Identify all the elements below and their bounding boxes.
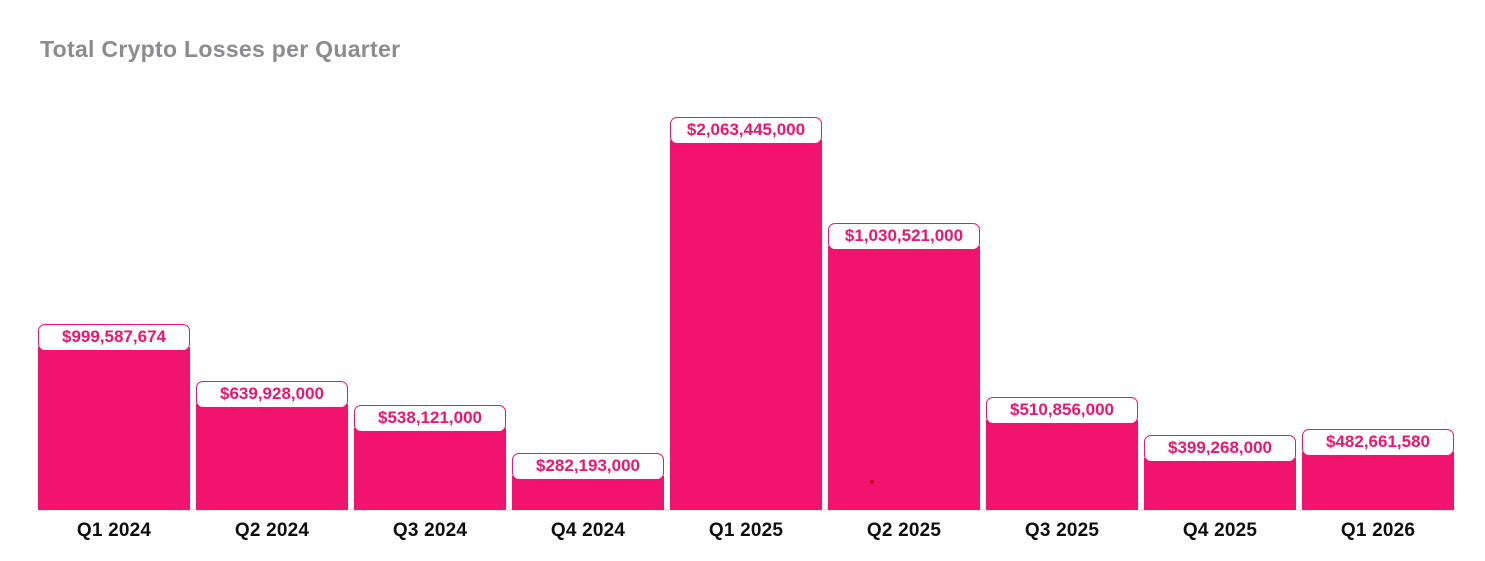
- bar-column: $510,856,000: [986, 90, 1138, 510]
- bar: [354, 428, 506, 510]
- x-axis-label: Q1 2024: [76, 520, 152, 541]
- x-axis-label: Q1 2025: [708, 520, 784, 541]
- bar-column: $2,063,445,000: [670, 90, 822, 510]
- bar-value-label: $538,121,000: [354, 405, 506, 432]
- bar: [828, 246, 980, 510]
- bar-value-label: $482,661,580: [1302, 429, 1454, 456]
- bar: [38, 347, 190, 510]
- x-axis-label: Q3 2025: [1024, 520, 1100, 541]
- bar-value-label: $2,063,445,000: [670, 117, 822, 144]
- bar: [1302, 452, 1454, 510]
- x-axis-label: Q3 2024: [392, 520, 468, 541]
- bar-column: $1,030,521,000: [828, 90, 980, 510]
- bar-column: $538,121,000: [354, 90, 506, 510]
- bar-value-label: $282,193,000: [512, 453, 664, 480]
- bar-value-label: $1,030,521,000: [828, 223, 980, 250]
- x-axis: Q1 2024 Q2 2024 Q3 2024 Q4 2024 Q1 2025 Q2 20…: [38, 520, 1454, 542]
- bar: [512, 476, 664, 510]
- bar-column: $399,268,000: [1144, 90, 1296, 510]
- x-axis-label: Q4 2024: [550, 520, 626, 541]
- bar-column: $482,661,580: [1302, 90, 1454, 510]
- bar-value-label: $510,856,000: [986, 397, 1138, 424]
- bar-value-label: $639,928,000: [196, 381, 348, 408]
- x-axis-label: Q1 2026: [1340, 520, 1416, 541]
- bar-value-label: $999,587,674: [38, 324, 190, 351]
- bar: [670, 140, 822, 510]
- bar-column: $282,193,000: [512, 90, 664, 510]
- x-axis-label: Q2 2024: [234, 520, 310, 541]
- x-axis-label: Q2 2025: [866, 520, 942, 541]
- bar: [1144, 458, 1296, 510]
- bar: [986, 420, 1138, 510]
- x-axis-label: Q4 2025: [1182, 520, 1258, 541]
- bar: [196, 404, 348, 510]
- plot-area: $999,587,674 $639,928,000 $538,121,000 $282…: [38, 90, 1454, 511]
- chart-title: Total Crypto Losses per Quarter: [40, 36, 401, 62]
- bar-column: $999,587,674: [38, 90, 190, 510]
- bar-value-label: $399,268,000: [1144, 435, 1296, 462]
- bar-column: $639,928,000: [196, 90, 348, 510]
